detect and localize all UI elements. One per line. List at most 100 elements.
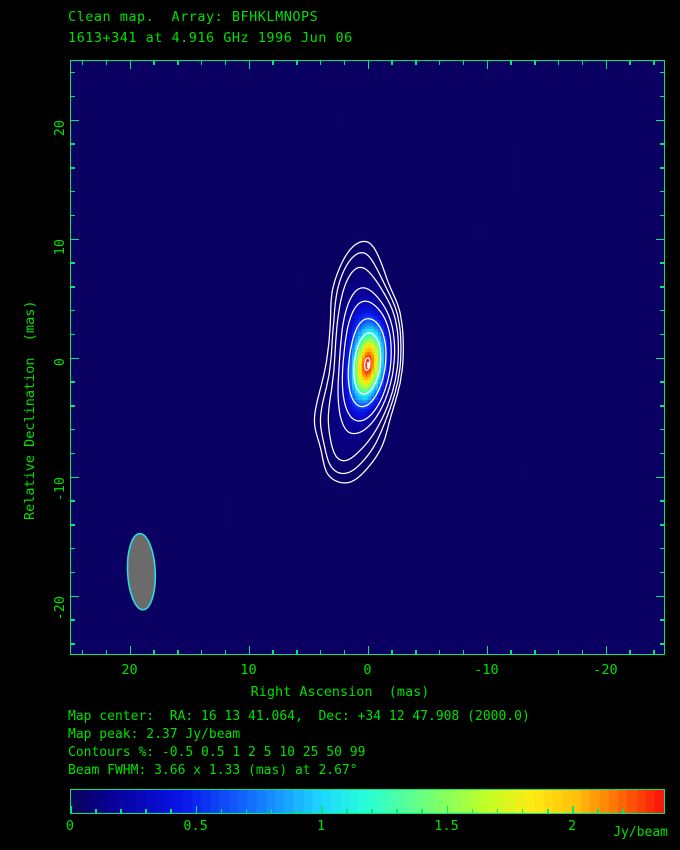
tick-mark [462,650,465,655]
map-image-canvas [70,60,665,655]
tick-mark [605,646,607,655]
tick-mark [660,405,665,407]
positive-contour-level [319,252,402,475]
tick-mark [70,309,75,312]
colorbar-tick [496,808,499,813]
tick-mark [660,524,665,526]
positive-contour-level [313,240,404,484]
tick-mark [70,167,75,169]
tick-mark [557,650,560,655]
colorbar-tick-label: 1 [316,818,326,834]
colorbar-tick [195,805,198,813]
tick-mark [486,60,488,69]
colorbar-tick [346,808,348,813]
positive-contour-level [347,317,387,408]
tick-mark [81,650,84,655]
map-plot-area[interactable] [70,60,665,655]
tick-mark [70,143,75,145]
tick-mark [70,619,75,621]
tick-mark [70,71,75,74]
tick-mark [70,595,79,597]
tick-mark [70,643,75,645]
tick-mark [629,60,631,65]
tick-mark [319,60,322,65]
tick-mark [660,333,665,336]
colorbar-tick-label: 2 [568,818,577,834]
tick-mark [177,60,179,65]
map-title-line2: 1613+341 at 4.916 GHz 1996 Jun 06 [68,30,353,46]
colorbar-tick [446,805,449,813]
colorbar-unit-label: Jy/beam [613,825,668,840]
tick-mark [438,650,441,655]
tick-mark [70,119,79,121]
contour-overlay [126,240,404,611]
tick-mark [656,595,665,597]
annotation-beam: Beam FWHM: 3.66 x 1.33 (mas) at 2.67° [68,763,358,778]
tick-mark [656,476,665,478]
colorbar-tick [371,808,373,813]
tick-mark [660,500,665,502]
intensity-image [70,60,665,655]
colorbar-gradient [71,790,664,813]
colorbar-tick [245,808,248,813]
tick-mark [129,60,131,69]
y-tick-label: 20 [52,119,68,136]
x-tick-label: 20 [121,662,138,678]
tick-mark [70,381,75,383]
colorbar-tick [220,808,223,813]
tick-mark [105,60,108,65]
tick-mark [70,428,75,431]
tick-mark [200,60,203,65]
tick-mark [296,650,298,655]
y-tick-label: 0 [52,357,68,366]
tick-mark [70,547,75,550]
tick-mark [581,60,584,65]
tick-mark [391,650,393,655]
tick-mark [177,650,179,655]
tick-mark [70,571,75,574]
restoring-beam [126,532,157,611]
tick-mark [415,650,417,655]
tick-mark [605,60,607,69]
tick-mark [105,650,108,655]
tick-mark [343,60,346,65]
colorbar-tick [597,808,599,813]
colorbar-tick [471,808,474,813]
colorbar-tick-label: 1.5 [434,818,459,834]
colorbar-tick [95,808,97,813]
colorbar-tick-label: 0.5 [183,818,208,834]
y-tick-label: -10 [52,476,68,501]
positive-contour-level [327,266,399,462]
tick-mark [224,60,227,65]
tick-mark [70,214,75,217]
map-title-line1: Clean map. Array: BFHKLMNOPS [68,9,319,25]
tick-mark [510,650,512,655]
colorbar[interactable] [70,789,665,814]
tick-mark [248,646,250,655]
tick-mark [391,60,393,65]
tick-mark [438,60,441,65]
positive-contour-level [353,332,382,395]
tick-mark [367,60,369,69]
tick-mark [660,452,665,455]
colorbar-tick-label: 0 [65,818,75,834]
beam-ellipse [126,532,157,611]
y-tick-label: -20 [52,595,68,620]
tick-mark [557,60,560,65]
tick-mark [70,524,75,526]
annotation-map-center: Map center: RA: 16 13 41.064, Dec: +34 1… [68,709,530,724]
tick-mark [129,646,131,655]
tick-mark [70,333,75,336]
tick-mark [656,119,665,121]
tick-mark [70,262,75,264]
tick-mark [70,476,79,478]
tick-mark [534,60,536,65]
colorbar-tick [170,808,172,813]
tick-mark [653,650,655,655]
tick-mark [81,60,84,65]
tick-mark [660,143,665,145]
tick-mark [415,60,417,65]
tick-mark [656,238,665,240]
tick-mark [581,650,584,655]
